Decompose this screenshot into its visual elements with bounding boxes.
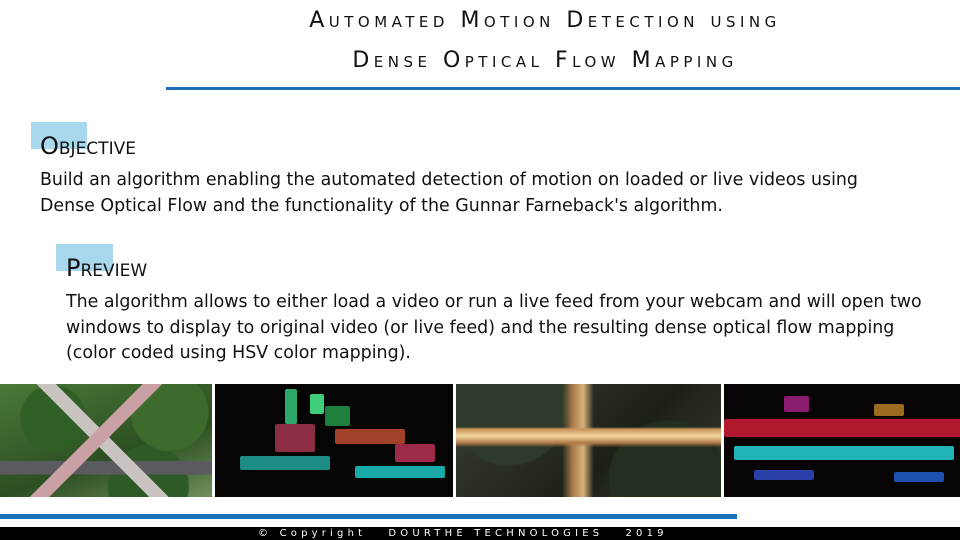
bottom-rule [0, 514, 737, 519]
preview-highlight-box [56, 244, 113, 271]
optical-flow-image-2 [723, 384, 960, 497]
aerial-intersection-image [0, 384, 213, 497]
copyright-text: © Copyright DOURTHE TECHNOLOGIES 2019 [258, 528, 668, 539]
night-traffic-image [455, 384, 721, 497]
objective-text: Build an algorithm enabling the automate… [40, 170, 858, 216]
preview-text: The algorithm allows to either load a vi… [66, 292, 922, 363]
preview-image-strip [0, 384, 960, 497]
title-underline [166, 87, 960, 90]
optical-flow-image-1 [215, 384, 453, 497]
objective-heading: Objective [40, 132, 136, 160]
footer-bar: © Copyright DOURTHE TECHNOLOGIES 2019 [0, 527, 960, 540]
slide-title-line-1: Automated Motion Detection using [309, 8, 781, 33]
objective-highlight-box [31, 122, 87, 149]
preview-heading: Preview [66, 254, 148, 282]
slide-title-line-2: Dense Optical Flow Mapping [352, 48, 738, 73]
